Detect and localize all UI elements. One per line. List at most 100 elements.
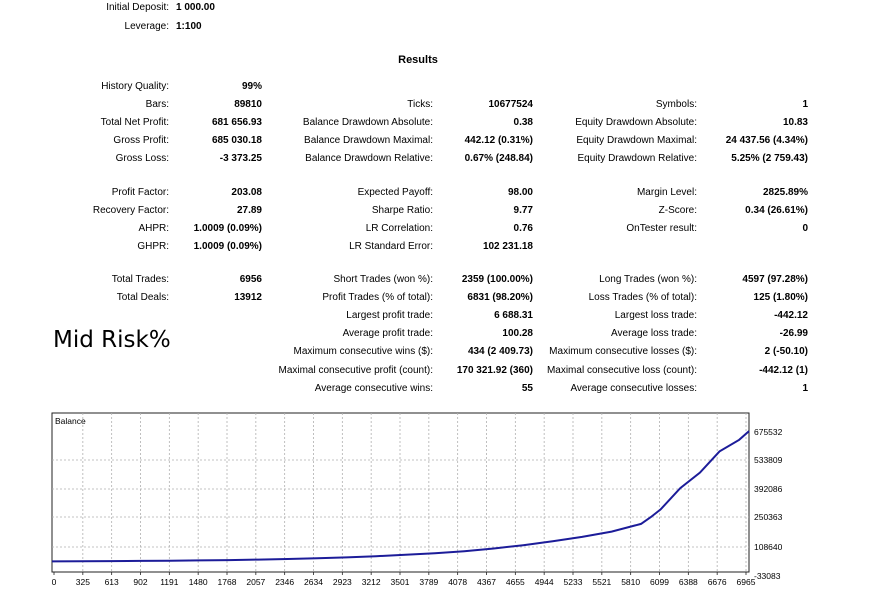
x-tick-label: 1191 bbox=[160, 577, 179, 587]
col2-label: Balance Drawdown Relative: bbox=[305, 153, 433, 164]
leverage-value: 1:100 bbox=[176, 21, 202, 32]
y-tick-label: 675532 bbox=[754, 427, 783, 437]
x-tick-label: 4944 bbox=[535, 577, 554, 587]
col2-label: Balance Drawdown Maximal: bbox=[304, 135, 433, 146]
col1-label: Gross Profit: bbox=[113, 135, 169, 146]
col1-label: Bars: bbox=[145, 99, 169, 110]
col3-label: Z-Score: bbox=[658, 205, 697, 216]
col3-value: -442.12 (1) bbox=[759, 365, 808, 376]
x-tick-label: 1480 bbox=[189, 577, 208, 587]
x-tick-label: 6676 bbox=[708, 577, 727, 587]
col3-label: Symbols: bbox=[655, 99, 697, 110]
col1-value: 681 656.93 bbox=[211, 117, 262, 128]
col2-label: LR Standard Error: bbox=[349, 241, 433, 252]
plot-frame bbox=[51, 412, 750, 573]
col1-label: AHPR: bbox=[138, 223, 169, 234]
x-tick-label: 3501 bbox=[391, 577, 410, 587]
col2-label: Average consecutive wins: bbox=[314, 383, 433, 394]
x-tick-label: 4655 bbox=[506, 577, 525, 587]
x-tick-label: 902 bbox=[133, 577, 147, 587]
x-tick-label: 3212 bbox=[362, 577, 381, 587]
col3-label: OnTester result: bbox=[626, 223, 697, 234]
x-tick-label: 2923 bbox=[333, 577, 352, 587]
x-tick-label: 0 bbox=[52, 577, 57, 587]
col1-value: -3 373.25 bbox=[219, 153, 262, 164]
y-tick-label: 250363 bbox=[754, 512, 783, 522]
x-tick-label: 5233 bbox=[564, 577, 583, 587]
x-tick-label: 6965 bbox=[737, 577, 756, 587]
x-tick-label: 6099 bbox=[650, 577, 669, 587]
col2-value: 100.28 bbox=[502, 328, 533, 339]
col2-value: 2359 (100.00%) bbox=[461, 274, 533, 285]
col3-value: 24 437.56 (4.34%) bbox=[725, 135, 808, 146]
col3-value: 2 (-50.10) bbox=[764, 346, 808, 357]
col3-value: 2825.89% bbox=[762, 187, 808, 198]
y-tick-label: 533809 bbox=[754, 455, 783, 465]
col2-label: LR Correlation: bbox=[365, 223, 433, 234]
col3-label: Largest loss trade: bbox=[614, 310, 697, 321]
col3-value: 1 bbox=[802, 99, 808, 110]
col3-label: Equity Drawdown Absolute: bbox=[575, 117, 697, 128]
col3-value: 0 bbox=[802, 223, 808, 234]
x-tick-label: 613 bbox=[105, 577, 119, 587]
col2-label: Balance Drawdown Absolute: bbox=[302, 117, 433, 128]
x-tick-label: 4367 bbox=[477, 577, 496, 587]
col3-value: 125 (1.80%) bbox=[753, 292, 808, 303]
x-tick-label: 325 bbox=[76, 577, 90, 587]
col1-label: Gross Loss: bbox=[115, 153, 169, 164]
x-tick-label: 6388 bbox=[679, 577, 698, 587]
col1-value: 13912 bbox=[234, 292, 262, 303]
col2-label: Sharpe Ratio: bbox=[371, 205, 433, 216]
x-tick-label: 2057 bbox=[246, 577, 265, 587]
x-tick-label: 1768 bbox=[218, 577, 237, 587]
col2-label: Maximal consecutive profit (count): bbox=[278, 365, 433, 376]
col2-label: Average profit trade: bbox=[342, 328, 433, 339]
col3-label: Equity Drawdown Maximal: bbox=[576, 135, 697, 146]
col2-label: Profit Trades (% of total): bbox=[322, 292, 433, 303]
col1-label: GHPR: bbox=[137, 241, 169, 252]
initial-deposit-value: 1 000.00 bbox=[176, 2, 215, 13]
results-title: Results bbox=[398, 54, 438, 66]
col1-value: 89810 bbox=[234, 99, 262, 110]
col2-value: 442.12 (0.31%) bbox=[464, 135, 533, 146]
col1-value: 99% bbox=[241, 81, 262, 92]
col1-value: 685 030.18 bbox=[211, 135, 262, 146]
col1-label: Total Net Profit: bbox=[100, 117, 169, 128]
col1-value: 1.0009 (0.09%) bbox=[193, 241, 262, 252]
col2-label: Largest profit trade: bbox=[346, 310, 433, 321]
col2-value: 170 321.92 (360) bbox=[456, 365, 533, 376]
col1-label: History Quality: bbox=[101, 81, 169, 92]
col1-label: Total Deals: bbox=[116, 292, 169, 303]
col2-value: 6831 (98.20%) bbox=[467, 292, 533, 303]
col1-value: 6956 bbox=[239, 274, 262, 285]
col2-value: 98.00 bbox=[507, 187, 533, 198]
x-tick-label: 5521 bbox=[592, 577, 611, 587]
x-tick-label: 2634 bbox=[304, 577, 323, 587]
col3-value: 5.25% (2 759.43) bbox=[731, 153, 808, 164]
col2-value: 9.77 bbox=[513, 205, 533, 216]
col1-value: 1.0009 (0.09%) bbox=[193, 223, 262, 234]
x-tick-label: 5810 bbox=[621, 577, 640, 587]
col3-label: Average consecutive losses: bbox=[570, 383, 697, 394]
col1-value: 203.08 bbox=[231, 187, 262, 198]
x-tick-label: 2346 bbox=[275, 577, 294, 587]
balance-line bbox=[51, 430, 750, 563]
initial-deposit-label: Initial Deposit: bbox=[106, 2, 169, 13]
x-tick-label: 3789 bbox=[419, 577, 438, 587]
risk-note: Mid Risk% bbox=[53, 327, 171, 353]
col2-label: Short Trades (won %): bbox=[333, 274, 433, 285]
col2-value: 6 688.31 bbox=[494, 310, 533, 321]
leverage-label: Leverage: bbox=[124, 21, 169, 32]
col2-value: 434 (2 409.73) bbox=[467, 346, 533, 357]
col3-value: -26.99 bbox=[779, 328, 808, 339]
col2-label: Ticks: bbox=[407, 99, 433, 110]
col1-value: 27.89 bbox=[236, 205, 262, 216]
col2-value: 10677524 bbox=[488, 99, 534, 110]
col3-label: Equity Drawdown Relative: bbox=[577, 153, 698, 164]
col3-label: Margin Level: bbox=[636, 187, 697, 198]
col1-label: Recovery Factor: bbox=[92, 205, 169, 216]
col1-label: Total Trades: bbox=[111, 274, 169, 285]
col3-value: 0.34 (26.61%) bbox=[745, 205, 808, 216]
col3-value: 1 bbox=[802, 383, 808, 394]
